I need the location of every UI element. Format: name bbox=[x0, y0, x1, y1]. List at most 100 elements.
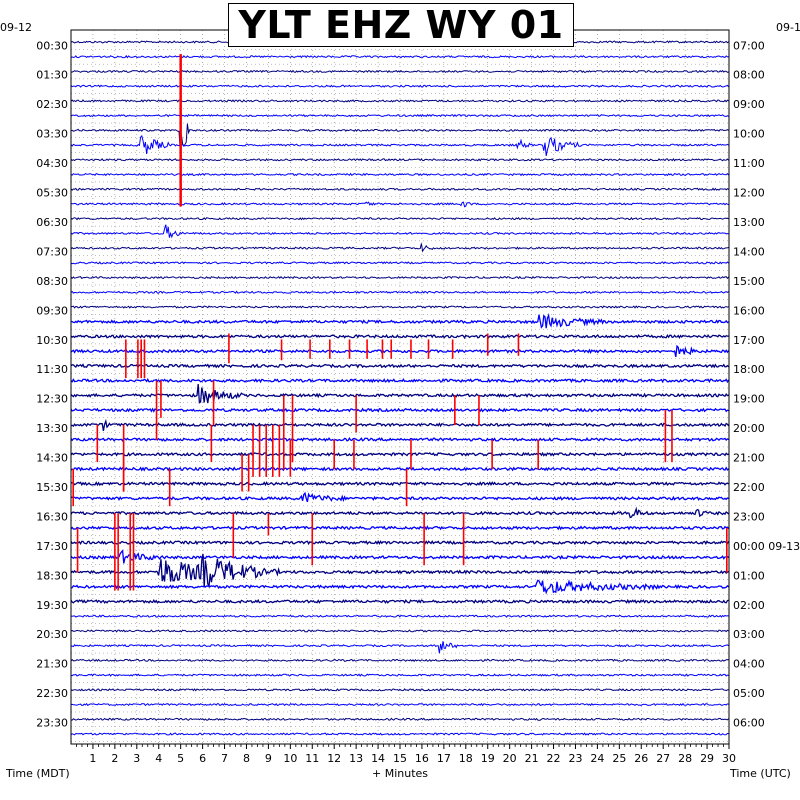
left-time-labels: 00:30 01:30 02:30 03:30 04:30 05:30 06:30 07:30… bbox=[36, 39, 68, 729]
x-tick-label: 10 bbox=[283, 752, 297, 765]
right-time-label: 07:00 bbox=[733, 39, 765, 52]
right-axis-title: Time (UTC) bbox=[729, 767, 791, 780]
x-tick-label: 23 bbox=[568, 752, 582, 765]
left-time-label: 08:30 bbox=[36, 275, 68, 288]
left-time-label: 14:30 bbox=[36, 452, 68, 465]
x-tick-label: 20 bbox=[503, 752, 517, 765]
trace-row bbox=[70, 579, 729, 595]
x-tick-label: 29 bbox=[700, 752, 714, 765]
left-time-label: 13:30 bbox=[36, 422, 68, 435]
left-time-label: 15:30 bbox=[36, 481, 68, 494]
left-time-label: 23:30 bbox=[36, 717, 68, 730]
right-time-label: 17:00 bbox=[733, 334, 765, 347]
right-time-label: 14:00 bbox=[733, 245, 765, 258]
trace-row bbox=[70, 629, 729, 633]
right-time-label: 10:00 bbox=[733, 128, 765, 141]
chart-title: YLT EHZ WY 01 bbox=[228, 3, 574, 47]
clipped-spikes bbox=[72, 54, 728, 591]
trace-row bbox=[70, 224, 729, 239]
right-time-label: 09:00 bbox=[733, 98, 765, 111]
right-time-label: 11:00 bbox=[733, 157, 765, 170]
right-time-label: 12:00 bbox=[733, 187, 765, 200]
trace-row bbox=[70, 243, 729, 253]
right-time-label: 05:00 bbox=[733, 687, 765, 700]
x-tick-label: 4 bbox=[155, 752, 162, 765]
x-tick-label: 8 bbox=[243, 752, 250, 765]
left-time-label: 10:30 bbox=[36, 334, 68, 347]
trace-row bbox=[70, 216, 729, 221]
trace-row bbox=[70, 313, 729, 329]
trace-row bbox=[70, 614, 729, 618]
left-date-label: 09-12 bbox=[0, 21, 32, 34]
trace-row bbox=[70, 436, 729, 443]
right-time-label: 16:00 bbox=[733, 304, 765, 317]
left-time-label: 21:30 bbox=[36, 658, 68, 671]
trace-row bbox=[70, 658, 729, 663]
left-time-label: 06:30 bbox=[36, 216, 68, 229]
left-time-label: 01:30 bbox=[36, 69, 68, 82]
x-tick-label: 24 bbox=[590, 752, 604, 765]
trace-row bbox=[70, 290, 729, 295]
trace-row bbox=[70, 305, 729, 309]
right-time-label: 02:00 bbox=[733, 599, 765, 612]
left-time-label: 07:30 bbox=[36, 245, 68, 258]
left-time-label: 19:30 bbox=[36, 599, 68, 612]
x-tick-label: 18 bbox=[459, 752, 473, 765]
trace-row bbox=[70, 702, 729, 707]
x-tick-label: 3 bbox=[133, 752, 140, 765]
right-time-label: 04:00 bbox=[733, 658, 765, 671]
left-time-label: 09:30 bbox=[36, 304, 68, 317]
x-axis-ticks: 1 2 3 4 5 6 7 8 9 10 11 12 13 14 15 16 17 18 19 20 21 22 23 24 2… bbox=[76, 744, 736, 765]
left-time-label: 16:30 bbox=[36, 510, 68, 523]
left-time-label: 05:30 bbox=[36, 187, 68, 200]
right-time-label: 00:00 09-13 bbox=[733, 540, 800, 553]
trace-row bbox=[70, 344, 730, 358]
left-time-label: 20:30 bbox=[36, 628, 68, 641]
trace-row bbox=[70, 481, 729, 487]
x-tick-label: 27 bbox=[656, 752, 670, 765]
right-time-label: 03:00 bbox=[733, 628, 765, 641]
grid-lines bbox=[71, 30, 729, 744]
x-tick-label: 13 bbox=[349, 752, 363, 765]
trace-row bbox=[70, 363, 730, 369]
trace-row bbox=[70, 407, 729, 413]
x-tick-label: 22 bbox=[547, 752, 561, 765]
trace-row bbox=[70, 673, 729, 677]
x-tick-label: 25 bbox=[612, 752, 626, 765]
trace-row bbox=[70, 384, 729, 404]
trace-row bbox=[70, 378, 730, 384]
right-time-label: 06:00 bbox=[733, 717, 765, 730]
left-time-label: 03:30 bbox=[36, 128, 68, 141]
trace-row bbox=[70, 506, 730, 519]
left-time-label: 22:30 bbox=[36, 687, 68, 700]
trace-row bbox=[70, 261, 729, 265]
trace-row bbox=[70, 641, 729, 654]
left-time-label: 00:30 bbox=[36, 39, 68, 52]
right-time-label: 23:00 bbox=[733, 510, 765, 523]
right-time-label: 01:00 bbox=[733, 569, 765, 582]
x-tick-label: 16 bbox=[415, 752, 429, 765]
left-time-label: 04:30 bbox=[36, 157, 68, 170]
trace-row bbox=[70, 549, 729, 564]
trace-row bbox=[70, 275, 729, 280]
trace-row bbox=[70, 525, 730, 531]
right-time-label: 21:00 bbox=[733, 452, 765, 465]
x-tick-label: 5 bbox=[177, 752, 184, 765]
x-tick-label: 17 bbox=[437, 752, 451, 765]
x-tick-label: 6 bbox=[199, 752, 206, 765]
x-tick-label: 14 bbox=[371, 752, 385, 765]
trace-row bbox=[70, 466, 730, 472]
left-time-label: 17:30 bbox=[36, 540, 68, 553]
right-time-labels: 07:00 08:00 09:00 10:00 11:00 12:00 13:00 14:00… bbox=[733, 39, 800, 729]
right-time-label: 13:00 bbox=[733, 216, 765, 229]
x-tick-label: 30 bbox=[722, 752, 736, 765]
x-tick-label: 19 bbox=[481, 752, 495, 765]
trace-row bbox=[70, 333, 729, 340]
right-time-label: 15:00 bbox=[733, 275, 765, 288]
x-tick-label: 28 bbox=[678, 752, 692, 765]
x-tick-label: 7 bbox=[221, 752, 228, 765]
x-tick-label: 9 bbox=[265, 752, 272, 765]
x-tick-label: 1 bbox=[89, 752, 96, 765]
